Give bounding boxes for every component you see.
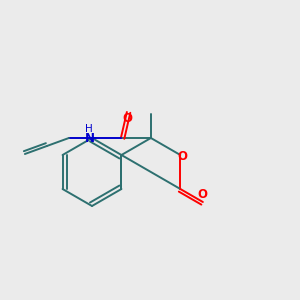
Text: N: N (85, 131, 95, 145)
Text: O: O (177, 151, 187, 164)
Text: H: H (85, 124, 93, 134)
Text: O: O (122, 112, 132, 125)
Text: O: O (198, 188, 208, 201)
